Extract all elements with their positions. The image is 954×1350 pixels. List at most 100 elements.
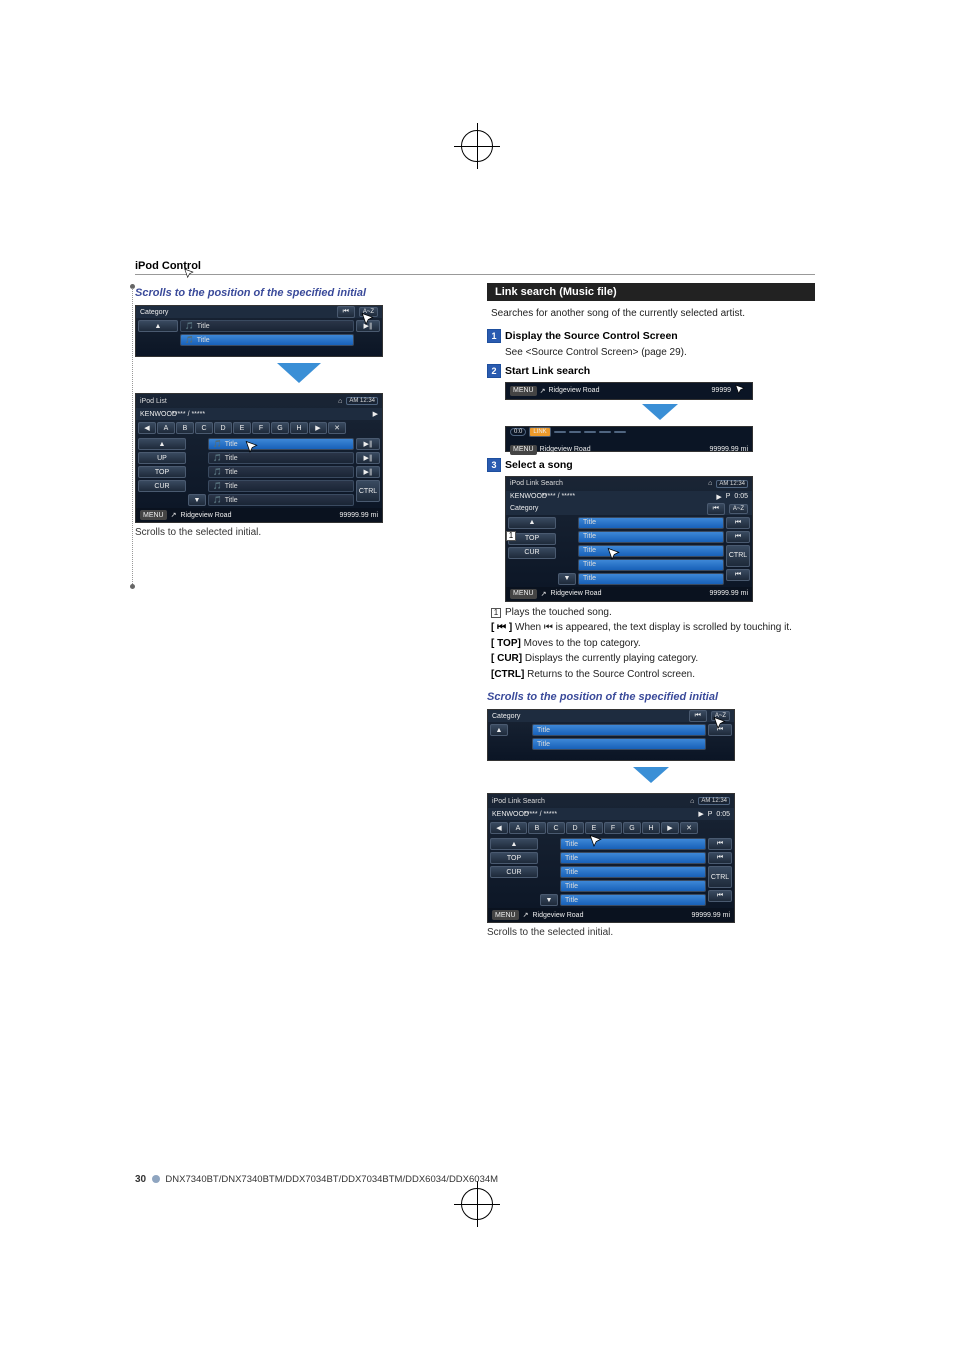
- scroll-up-icon[interactable]: ▲: [138, 438, 186, 450]
- scroll-icon[interactable]: ⏮: [708, 890, 732, 902]
- prev-letter-icon[interactable]: ◀: [138, 422, 156, 434]
- scroll-icon[interactable]: ⏮: [726, 531, 750, 543]
- menu-button[interactable]: MENU: [510, 386, 537, 396]
- letter-button[interactable]: G: [271, 422, 289, 434]
- az-button[interactable]: A~Z: [729, 504, 748, 514]
- scroll-down-icon[interactable]: ▼: [540, 894, 558, 906]
- screen-category: Category ⏮ A~Z ▲ 🎵 Title 🎵 Title ▶∥: [135, 305, 383, 357]
- letter-button[interactable]: D: [566, 822, 584, 834]
- letter-button[interactable]: B: [176, 422, 194, 434]
- scroll-down-icon[interactable]: ▼: [188, 494, 206, 506]
- scroll-icon[interactable]: ⏮: [689, 710, 707, 722]
- letter-button[interactable]: H: [642, 822, 660, 834]
- close-icon[interactable]: ✕: [328, 422, 346, 434]
- up-button[interactable]: UP: [138, 452, 186, 464]
- list-item[interactable]: Title: [560, 852, 706, 864]
- ctrl-button[interactable]: CTRL: [356, 480, 380, 502]
- letter-button[interactable]: B: [528, 822, 546, 834]
- home-icon[interactable]: ⌂: [338, 398, 342, 405]
- list-item[interactable]: Title: [578, 531, 724, 543]
- dash-icon: [569, 431, 581, 433]
- step-3: 3 Select a song: [487, 458, 815, 472]
- distance-unit: mi: [371, 512, 378, 519]
- distance: 99999: [712, 387, 731, 394]
- list-item[interactable]: Title: [560, 838, 706, 850]
- list-item[interactable]: 🎵 Title: [208, 438, 354, 450]
- home-icon[interactable]: ⌂: [690, 798, 694, 805]
- list-item[interactable]: 🎵 Title: [208, 494, 354, 506]
- list-item[interactable]: Title: [532, 738, 706, 750]
- home-icon[interactable]: ⌂: [708, 480, 712, 487]
- link-button[interactable]: LINK: [529, 427, 550, 437]
- letter-button[interactable]: F: [604, 822, 622, 834]
- nav-arrow-icon: ↗: [171, 511, 177, 519]
- list-item[interactable]: 🎵 Title: [208, 466, 354, 478]
- distance-unit: mi: [741, 446, 748, 453]
- play-icon[interactable]: ▶∥: [356, 438, 380, 450]
- counter: ***** / *****: [524, 811, 557, 818]
- nav-arrow-icon: ↗: [540, 387, 546, 395]
- cur-button[interactable]: CUR: [138, 480, 186, 492]
- scroll-icon[interactable]: ⏮: [337, 306, 355, 318]
- top-button[interactable]: TOP: [490, 852, 538, 864]
- scroll-up-icon[interactable]: ▲: [490, 838, 538, 850]
- top-button[interactable]: TOP: [138, 466, 186, 478]
- screen-link-search: iPod Link Search ⌂ AM 12:34 KENWOOD ****…: [505, 476, 753, 602]
- ctrl-button[interactable]: CTRL: [708, 866, 732, 888]
- scroll-icon[interactable]: ⏮: [708, 838, 732, 850]
- menu-button[interactable]: MENU: [510, 445, 537, 455]
- letter-button[interactable]: A: [509, 822, 527, 834]
- letter-button[interactable]: E: [585, 822, 603, 834]
- scroll-icon[interactable]: ⏮: [726, 517, 750, 529]
- letter-button[interactable]: G: [623, 822, 641, 834]
- step-number: 2: [487, 364, 501, 378]
- album-art-icon: KENWOOD: [510, 493, 538, 500]
- letter-button[interactable]: A: [157, 422, 175, 434]
- menu-button[interactable]: MENU: [492, 910, 519, 920]
- play-icon[interactable]: ▶∥: [356, 452, 380, 464]
- list-item[interactable]: Title: [532, 724, 706, 736]
- close-icon[interactable]: ✕: [680, 822, 698, 834]
- list-item[interactable]: Title: [560, 866, 706, 878]
- prev-letter-icon[interactable]: ◀: [490, 822, 508, 834]
- list-item[interactable]: 🎵 Title: [208, 480, 354, 492]
- list-item[interactable]: Title: [578, 559, 724, 571]
- scroll-up-icon[interactable]: ▲: [508, 517, 556, 529]
- play-icon[interactable]: ▶∥: [356, 466, 380, 478]
- scroll-icon[interactable]: ⏮: [708, 852, 732, 864]
- list-item[interactable]: Title: [578, 573, 724, 585]
- next-letter-icon[interactable]: ▶: [309, 422, 327, 434]
- scroll-down-icon[interactable]: ▼: [558, 573, 576, 585]
- cur-button[interactable]: CUR: [508, 547, 556, 559]
- up-arrow-icon[interactable]: ▲: [138, 320, 178, 332]
- menu-button[interactable]: MENU: [510, 589, 537, 599]
- list-item[interactable]: 🎵 Title: [208, 452, 354, 464]
- list-item[interactable]: 🎵 Title: [180, 334, 354, 346]
- time-chip: 0:0: [510, 428, 526, 436]
- registration-mark-bottom: [461, 1188, 493, 1220]
- list-item[interactable]: 🎵 Title: [180, 320, 354, 332]
- menu-button[interactable]: MENU: [140, 510, 167, 520]
- scroll-up-icon[interactable]: ▲: [490, 724, 508, 736]
- distance: 99999.99: [709, 446, 738, 453]
- list-item[interactable]: Title: [578, 545, 724, 557]
- subheading-2: Scrolls to the position of the specified…: [487, 691, 815, 703]
- screen-category-2: Category ⏮ A~Z ▲ Title Title ⏮: [487, 709, 735, 761]
- letter-button[interactable]: H: [290, 422, 308, 434]
- ctrl-button[interactable]: CTRL: [726, 545, 750, 567]
- scroll-icon[interactable]: ⏮: [726, 569, 750, 581]
- letter-button[interactable]: C: [547, 822, 565, 834]
- list-item[interactable]: Title: [560, 880, 706, 892]
- letter-button[interactable]: D: [214, 422, 232, 434]
- dash-icon: [599, 431, 611, 433]
- next-letter-icon[interactable]: ▶: [661, 822, 679, 834]
- letter-button[interactable]: F: [252, 422, 270, 434]
- letter-button[interactable]: C: [195, 422, 213, 434]
- cur-button[interactable]: CUR: [490, 866, 538, 878]
- list-item[interactable]: Title: [578, 517, 724, 529]
- letter-button[interactable]: E: [233, 422, 251, 434]
- album-art-icon: KENWOOD: [492, 811, 520, 818]
- scroll-icon[interactable]: ⏮: [707, 503, 725, 515]
- list-item[interactable]: Title: [560, 894, 706, 906]
- subheading: Scrolls to the position of the specified…: [135, 287, 463, 299]
